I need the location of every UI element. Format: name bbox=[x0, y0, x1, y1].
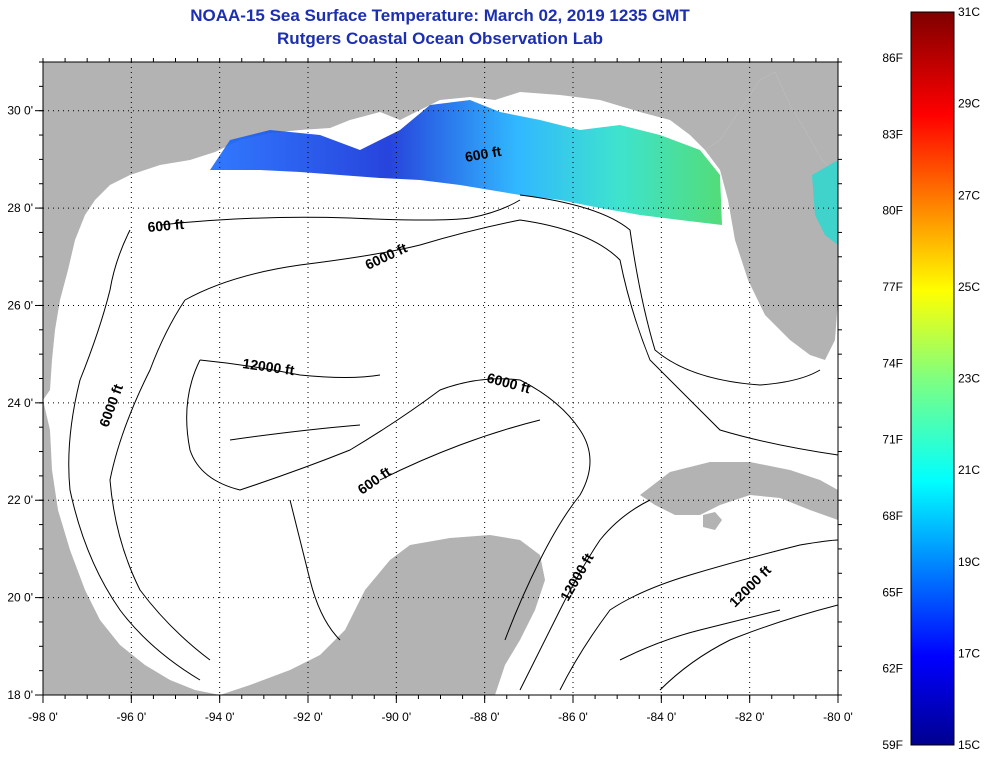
lat-label: 28 0' bbox=[7, 201, 33, 215]
depth-contours bbox=[68, 194, 838, 691]
colorbar-c-label: 19C bbox=[958, 555, 980, 569]
colorbar-f-label: 77F bbox=[882, 280, 903, 294]
colorbar-f-label: 83F bbox=[882, 127, 903, 141]
colorbar bbox=[910, 11, 955, 746]
land-cuba bbox=[640, 462, 838, 520]
lon-label: -90 0' bbox=[382, 710, 412, 724]
colorbar-f-label: 86F bbox=[882, 51, 903, 65]
colorbar-c-label: 29C bbox=[958, 97, 980, 111]
lon-label: -88 0' bbox=[470, 710, 500, 724]
land-yucatan bbox=[220, 535, 545, 695]
lat-label: 18 0' bbox=[7, 688, 33, 702]
contour-label: 600 ft bbox=[464, 143, 503, 165]
contour-label: 600 ft bbox=[147, 216, 185, 235]
lon-label: -92 0' bbox=[293, 710, 323, 724]
lat-axis: 30 0' 28 0' 26 0' 24 0' 22 0' 20 0' 18 0' bbox=[7, 61, 842, 702]
colorbar-c-label: 17C bbox=[958, 646, 980, 660]
colorbar-celsius-labels: 31C 29C 27C 25C 23C 21C 19C 17C 15C bbox=[958, 5, 980, 752]
colorbar-f-label: 65F bbox=[882, 585, 903, 599]
colorbar-c-label: 27C bbox=[958, 188, 980, 202]
lat-label: 26 0' bbox=[7, 298, 33, 312]
map-title: NOAA-15 Sea Surface Temperature: March 0… bbox=[190, 6, 690, 25]
lon-label: -98 0' bbox=[28, 710, 58, 724]
colorbar-f-label: 59F bbox=[882, 738, 903, 752]
lat-label: 30 0' bbox=[7, 104, 33, 118]
colorbar-f-label: 71F bbox=[882, 433, 903, 447]
lon-label: -86 0' bbox=[558, 710, 588, 724]
colorbar-c-label: 15C bbox=[958, 738, 980, 752]
lon-label: -80 0' bbox=[823, 710, 853, 724]
graticule bbox=[43, 62, 838, 695]
colorbar-f-label: 62F bbox=[882, 662, 903, 676]
colorbar-c-label: 25C bbox=[958, 280, 980, 294]
contour-label: 12000 ft bbox=[242, 355, 296, 378]
lon-label: -96 0' bbox=[117, 710, 147, 724]
sst-swath-florida bbox=[812, 160, 838, 245]
lon-label: -94 0' bbox=[205, 710, 235, 724]
colorbar-c-label: 31C bbox=[958, 5, 980, 19]
lat-label: 24 0' bbox=[7, 396, 33, 410]
lon-label: -84 0' bbox=[647, 710, 677, 724]
land-mexico bbox=[43, 400, 220, 695]
lat-label: 20 0' bbox=[7, 591, 33, 605]
colorbar-c-label: 21C bbox=[958, 463, 980, 477]
sst-swath bbox=[210, 100, 722, 225]
lat-label: 22 0' bbox=[7, 493, 33, 507]
colorbar-f-label: 74F bbox=[882, 356, 903, 370]
colorbar-fahrenheit-labels: 86F 83F 80F 77F 74F 71F 68F 65F 62F 59F bbox=[882, 51, 903, 752]
colorbar-f-label: 68F bbox=[882, 509, 903, 523]
land-isla bbox=[703, 512, 722, 530]
colorbar-c-label: 23C bbox=[958, 372, 980, 386]
lon-label: -82 0' bbox=[735, 710, 765, 724]
lon-axis: -98 0' -96 0' -94 0' -92 0' -90 0' -88 0' -86 … bbox=[28, 58, 853, 724]
land-us bbox=[43, 62, 838, 400]
map-subtitle: Rutgers Coastal Ocean Observation Lab bbox=[277, 29, 603, 48]
colorbar-f-label: 80F bbox=[882, 204, 903, 218]
land-florida bbox=[705, 72, 838, 360]
